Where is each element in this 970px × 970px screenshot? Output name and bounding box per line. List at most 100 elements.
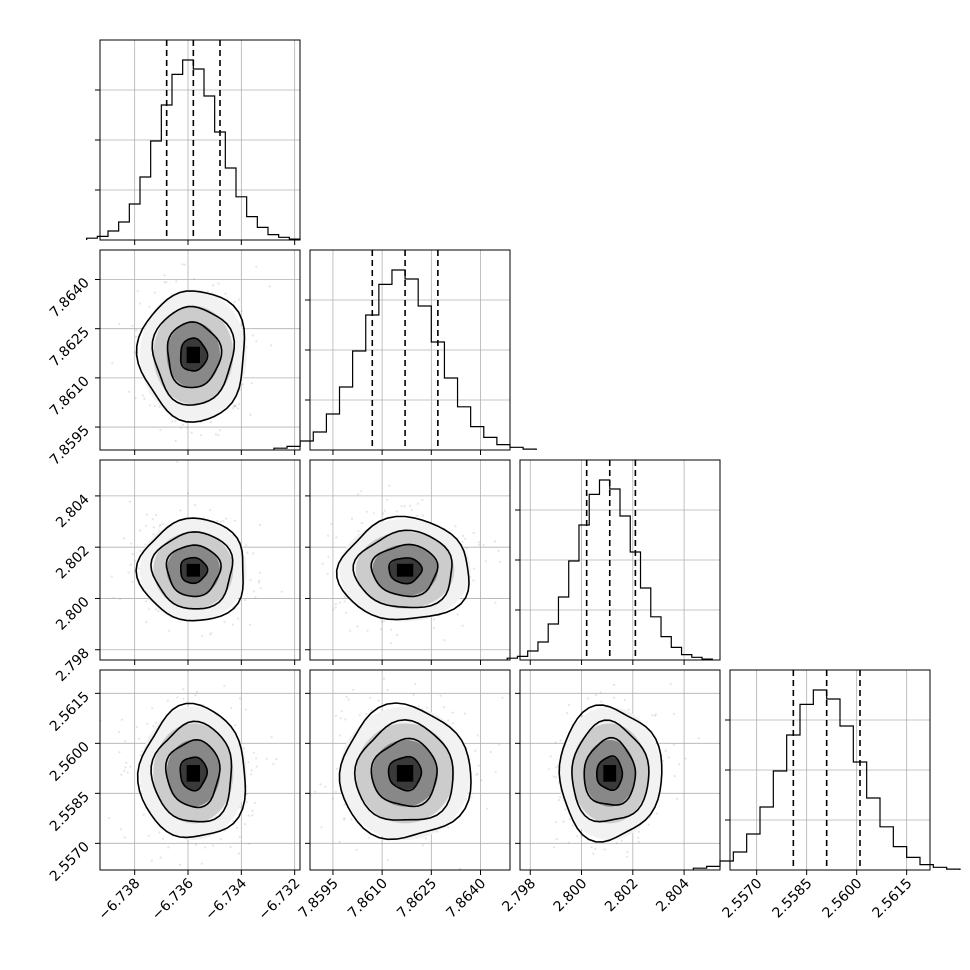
histogram-panel-p3 <box>506 459 721 665</box>
scatter-point <box>167 846 170 849</box>
scatter-point <box>255 265 258 268</box>
scatter-point <box>389 642 393 645</box>
scatter-point <box>145 620 148 624</box>
x-tick-label-p4: 2.5600 <box>820 876 866 922</box>
scatter-point <box>252 751 256 754</box>
scatter-point <box>557 799 561 802</box>
scatter-point <box>249 413 252 416</box>
scatter-point <box>565 712 569 715</box>
scatter-point <box>237 407 240 410</box>
scatter-point <box>193 278 196 281</box>
density-peak <box>186 346 200 364</box>
scatter-point <box>174 420 177 423</box>
scatter-point <box>182 688 185 691</box>
scatter-point <box>339 717 342 720</box>
scatter-point <box>255 765 258 768</box>
scatter-point <box>321 562 324 565</box>
scatter-point <box>120 773 123 776</box>
histogram-panel-p4 <box>692 669 961 875</box>
scatter-point <box>158 525 161 528</box>
scatter-point <box>395 510 398 513</box>
panel-frame <box>99 459 301 661</box>
scatter-point <box>143 397 146 400</box>
scatter-point <box>147 834 150 837</box>
scatter-point <box>552 846 556 849</box>
scatter-point <box>117 731 120 734</box>
scatter-point <box>166 699 169 702</box>
scatter-point <box>128 390 131 393</box>
scatter-point <box>501 696 504 699</box>
contour-2-sigma <box>335 515 470 621</box>
scatter-point <box>451 711 454 714</box>
scatter-point <box>265 757 268 760</box>
scatter-point <box>251 809 254 812</box>
scatter-point <box>119 828 123 831</box>
y-tick-label-p2: 7.8595 <box>47 423 93 469</box>
scatter-point <box>350 517 354 521</box>
scatter-point <box>129 765 132 768</box>
scatter-point <box>152 533 155 536</box>
y-tick-label-p3: 2.798 <box>53 645 93 685</box>
scatter-point <box>613 683 616 687</box>
scatter-point <box>233 519 236 522</box>
scatter-point <box>675 797 679 801</box>
scatter-point <box>218 429 221 432</box>
scatter-point <box>240 310 243 313</box>
scatter-point <box>149 404 152 407</box>
scatter-point <box>145 513 148 516</box>
scatter-point <box>270 736 273 739</box>
scatter-point <box>155 721 158 724</box>
scatter-panel-p1-p4 <box>95 669 301 875</box>
scatter-point <box>250 769 253 772</box>
scatter-point <box>383 509 386 512</box>
scatter-point <box>138 737 141 740</box>
scatter-point <box>414 683 417 686</box>
scatter-point <box>651 714 654 717</box>
scatter-point <box>647 823 650 826</box>
scatter-point <box>171 420 174 423</box>
contour-1-sigma <box>583 736 637 806</box>
scatter-point <box>697 737 700 740</box>
scatter-point <box>327 534 330 537</box>
scatter-point <box>133 351 136 354</box>
scatter-point <box>474 749 477 753</box>
scatter-point <box>432 626 436 630</box>
scatter-point <box>447 826 450 829</box>
x-tick-label-p2: 7.8595 <box>296 876 342 922</box>
scatter-point <box>151 707 154 710</box>
scatter-point <box>151 518 154 521</box>
scatter-point <box>637 836 640 840</box>
scatter-point <box>139 302 142 305</box>
x-tick-label-p1: −6.732 <box>256 876 304 924</box>
scatter-point <box>319 783 322 786</box>
scatter-point <box>463 712 466 715</box>
scatter-point <box>135 726 138 729</box>
scatter-point <box>234 405 237 408</box>
histogram-panel-p1 <box>86 39 301 245</box>
scatter-point <box>383 620 386 623</box>
scatter-point <box>410 509 413 512</box>
scatter-point <box>194 694 197 697</box>
contour-0.5-sigma <box>388 557 423 585</box>
scatter-point <box>388 484 391 487</box>
scatter-point <box>576 835 579 838</box>
scatter-point <box>344 718 347 721</box>
scatter-point <box>144 524 148 527</box>
panel-frame <box>309 459 511 661</box>
scatter-point <box>161 837 164 840</box>
scatter-point <box>142 813 145 816</box>
contour-2-sigma <box>136 702 247 839</box>
scatter-point <box>369 696 372 699</box>
x-tick-label-p1: −6.738 <box>96 876 144 924</box>
scatter-point <box>165 281 168 284</box>
scatter-point <box>678 763 681 766</box>
scatter-point <box>594 693 598 697</box>
scatter-point <box>366 629 369 632</box>
scatter-point <box>403 505 406 508</box>
scatter-point <box>562 820 565 823</box>
scatter-point <box>464 537 467 540</box>
scatter-point <box>231 407 234 410</box>
scatter-point <box>168 629 171 632</box>
scatter-point <box>122 537 125 540</box>
scatter-point <box>386 859 389 862</box>
